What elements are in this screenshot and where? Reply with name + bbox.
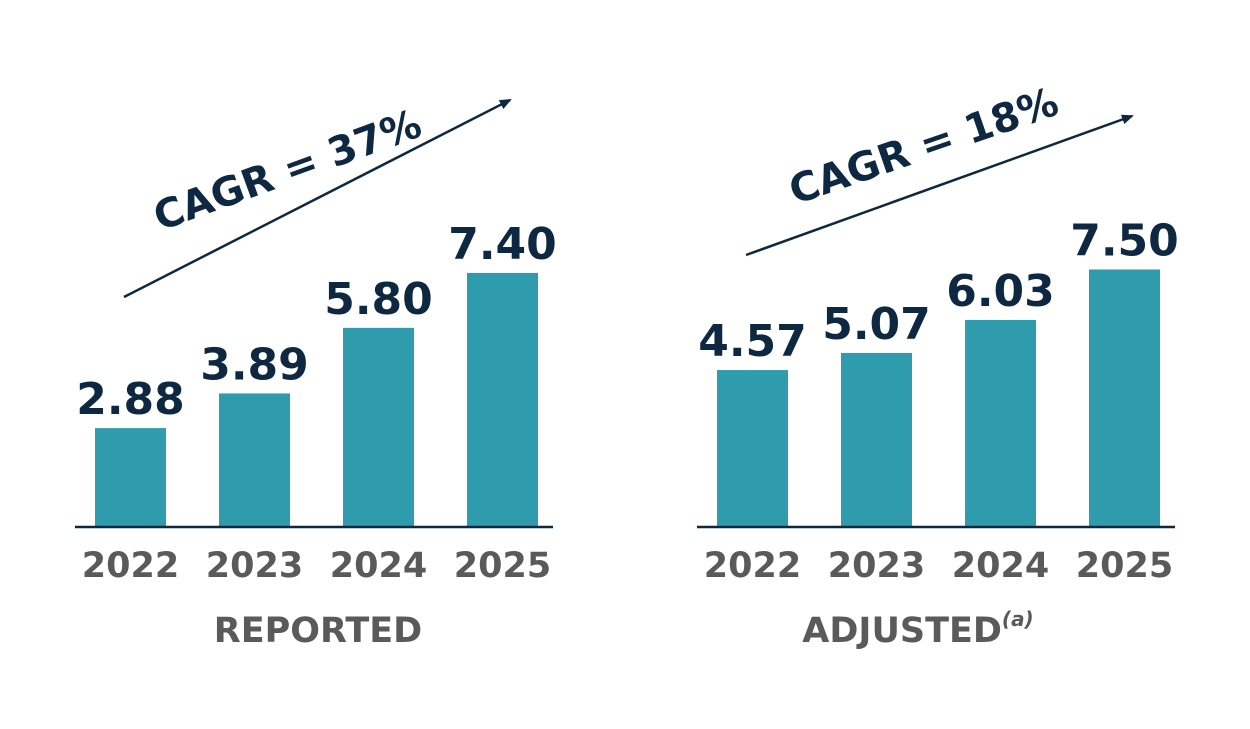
data-label-2022: 4.57 (698, 316, 807, 367)
data-label-2023: 5.07 (822, 299, 931, 350)
data-label-2024: 6.03 (946, 266, 1055, 317)
data-label-2025: 7.50 (1070, 215, 1179, 266)
bar-2024 (965, 319, 1036, 527)
bar-2023 (841, 352, 912, 527)
x-tick-2025: 2025 (454, 546, 551, 586)
bar-2022 (95, 428, 166, 527)
bar-2023 (219, 393, 290, 527)
cagr-annotation: CAGR = 37% (148, 101, 428, 240)
x-tick-2023: 2023 (206, 546, 303, 586)
chart-panel-2: 4.57 2022 5.07 2023 6.03 2024 7.50 2025 CAGR = 1… (697, 79, 1179, 651)
data-label-2025: 7.40 (448, 219, 557, 270)
x-tick-2024: 2024 (330, 546, 427, 586)
chart-panel-1: 2.88 2022 3.89 2023 5.80 2024 7.40 2025 CAGR = 3… (75, 98, 557, 651)
chart-title: ADJUSTED(a) (802, 607, 1033, 651)
bar-2024 (343, 327, 414, 527)
data-label-2023: 3.89 (200, 339, 309, 390)
chart-title-text: ADJUSTED (802, 611, 1002, 651)
x-tick-2025: 2025 (1076, 546, 1173, 586)
x-tick-2023: 2023 (828, 546, 925, 586)
chart-title-text: REPORTED (214, 611, 422, 651)
bar-2022 (717, 370, 788, 527)
cagr-arrow (123, 98, 512, 299)
x-tick-2022: 2022 (704, 546, 801, 586)
data-label-2024: 5.80 (324, 274, 433, 325)
chart-title: REPORTED (214, 611, 422, 651)
chart-title-superscript: (a) (1002, 607, 1034, 631)
data-label-2022: 2.88 (76, 374, 185, 425)
bar-2025 (467, 272, 538, 527)
x-tick-2024: 2024 (952, 546, 1049, 586)
cagr-annotation: CAGR = 18% (783, 79, 1064, 214)
cagr-arrow (745, 114, 1134, 257)
bar-2025 (1089, 269, 1160, 527)
x-tick-2022: 2022 (82, 546, 179, 586)
